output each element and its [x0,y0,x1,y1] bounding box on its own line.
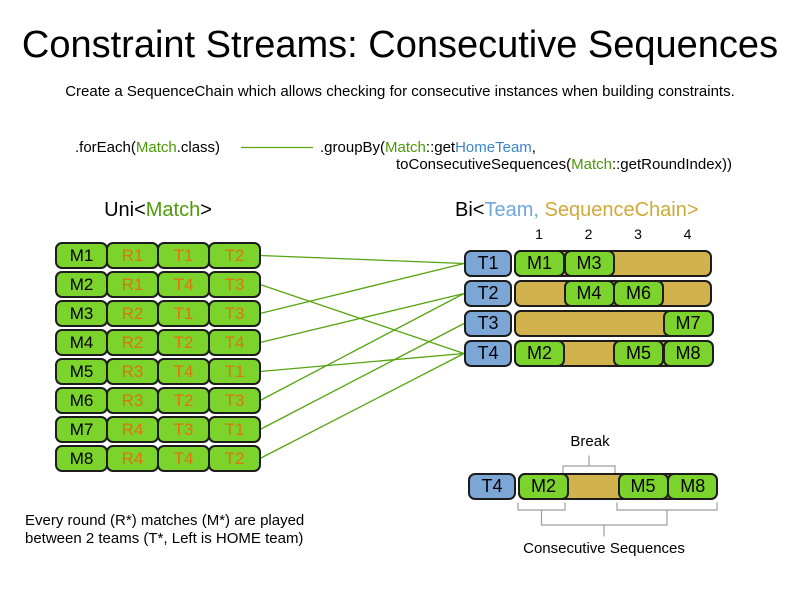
code-token: ::getRoundIndex)) [611,156,733,173]
uni-table-row: M2 R1 T4 T3 [55,271,261,298]
match-ref-cell: R3 [106,387,159,414]
label-token: Uni< [104,199,146,221]
column-header: 4 [683,226,692,242]
connector-line-M6-T2 [259,292,465,402]
consecutive-sequences-bracket [517,502,718,537]
code-token-hometeam: HomeTeam [455,139,532,156]
connector-line-M5-T4 [259,352,465,373]
match-ref-cell: R1 [106,242,159,269]
match-ref-cell: T3 [157,416,210,443]
match-ref-cell: R1 [106,271,159,298]
uni-table: M1 R1 T1 T2 M2 R1 T4 T3 M3 R2 T1 T3 M4 R2 T2 T4 M5 R3 T4 T1… [55,242,261,474]
label-token: > [200,199,212,221]
label-token-sequencechain: SequenceChain [544,199,687,221]
match-id-cell: M3 [55,300,108,327]
code-token: toConsecutiveSequences( [396,156,572,173]
match-id-cell: M7 [55,416,108,443]
label-token-match: Match [145,199,201,221]
match-ref-cell: T3 [208,300,261,327]
match-ref-cell: T2 [157,387,210,414]
uni-table-row: M8 R4 T4 T2 [55,445,261,472]
connector-line-M8-T4 [259,352,465,460]
match-ref-cell: T3 [208,387,261,414]
match-team-connector-lines [259,254,465,460]
match-ref-cell: R2 [106,300,159,327]
match-ref-cell: T4 [157,358,210,385]
match-ref-cell: T1 [157,300,210,327]
match-ref-cell: R3 [106,358,159,385]
footnote-line: Every round (R*) matches (M*) are played [25,512,305,529]
code-groupby-line2: toConsecutiveSequences(Match::getRoundIn… [396,156,732,173]
match-id-cell: M8 [55,445,108,472]
column-header: 2 [584,226,593,242]
connector-line-M1-T1 [259,254,465,265]
match-ref-cell: R2 [106,329,159,356]
match-ref-cell: T1 [208,358,261,385]
slide-title: Constraint Streams: Consecutive Sequence… [21,24,779,66]
match-ref-cell: T2 [208,242,261,269]
code-token: .class) [176,139,221,156]
label-token: > [686,199,699,221]
break-bracket [562,455,616,474]
match-ref-cell: T4 [157,445,210,472]
uni-match-label: Uni<Match> [55,199,261,222]
code-token-match-class: Match [571,156,612,173]
label-token: , [533,199,545,221]
match-ref-cell: T4 [157,271,210,298]
bi-team-sequencechain-label: Bi<Team, SequenceChain> [455,199,699,222]
code-token: ::get [425,139,456,156]
match-id-cell: M6 [55,387,108,414]
connector-line-M2-T4 [259,283,465,355]
match-id-cell: M1 [55,242,108,269]
uni-table-row: M7 R4 T3 T1 [55,416,261,443]
match-ref-cell: T4 [208,329,261,356]
label-token: Bi< [455,199,485,221]
connector-line-M7-T3 [259,322,465,431]
match-ref-cell: T1 [208,416,261,443]
match-ref-cell: R4 [106,416,159,443]
match-id-cell: M5 [55,358,108,385]
match-id-cell: M2 [55,271,108,298]
match-id-cell: M4 [55,329,108,356]
footnote: Every round (R*) matches (M*) are played… [25,512,304,548]
code-foreach: .forEach(Match.class) [75,139,220,156]
column-header: 3 [634,226,642,242]
code-token-match-class: Match [135,139,177,156]
match-ref-cell: T2 [208,445,261,472]
uni-table-row: M5 R3 T4 T1 [55,358,261,385]
slide-subtitle: Create a SequenceChain which allows chec… [65,83,735,100]
code-token-match-class: Match [385,139,426,156]
footnote-line: between 2 teams (T*, Left is HOME team) [25,530,304,547]
match-ref-cell: R4 [106,445,159,472]
uni-table-row: M3 R2 T1 T3 [55,300,261,327]
code-token: .groupBy( [320,139,386,156]
uni-table-row: M4 R2 T2 T4 [55,329,261,356]
uni-table-row: M1 R1 T1 T2 [55,242,261,269]
label-token-team: Team [484,199,534,221]
match-ref-cell: T3 [208,271,261,298]
code-token: .forEach( [75,139,136,156]
match-ref-cell: T2 [157,329,210,356]
match-ref-cell: T1 [157,242,210,269]
connector-line-M3-T1 [259,262,465,315]
code-groupby-line1: .groupBy(Match::getHomeTeam, [320,139,536,156]
code-token: , [531,139,536,156]
connector-line-M4-T2 [259,292,465,344]
uni-table-row: M6 R3 T2 T3 [55,387,261,414]
column-header: 1 [535,226,543,242]
